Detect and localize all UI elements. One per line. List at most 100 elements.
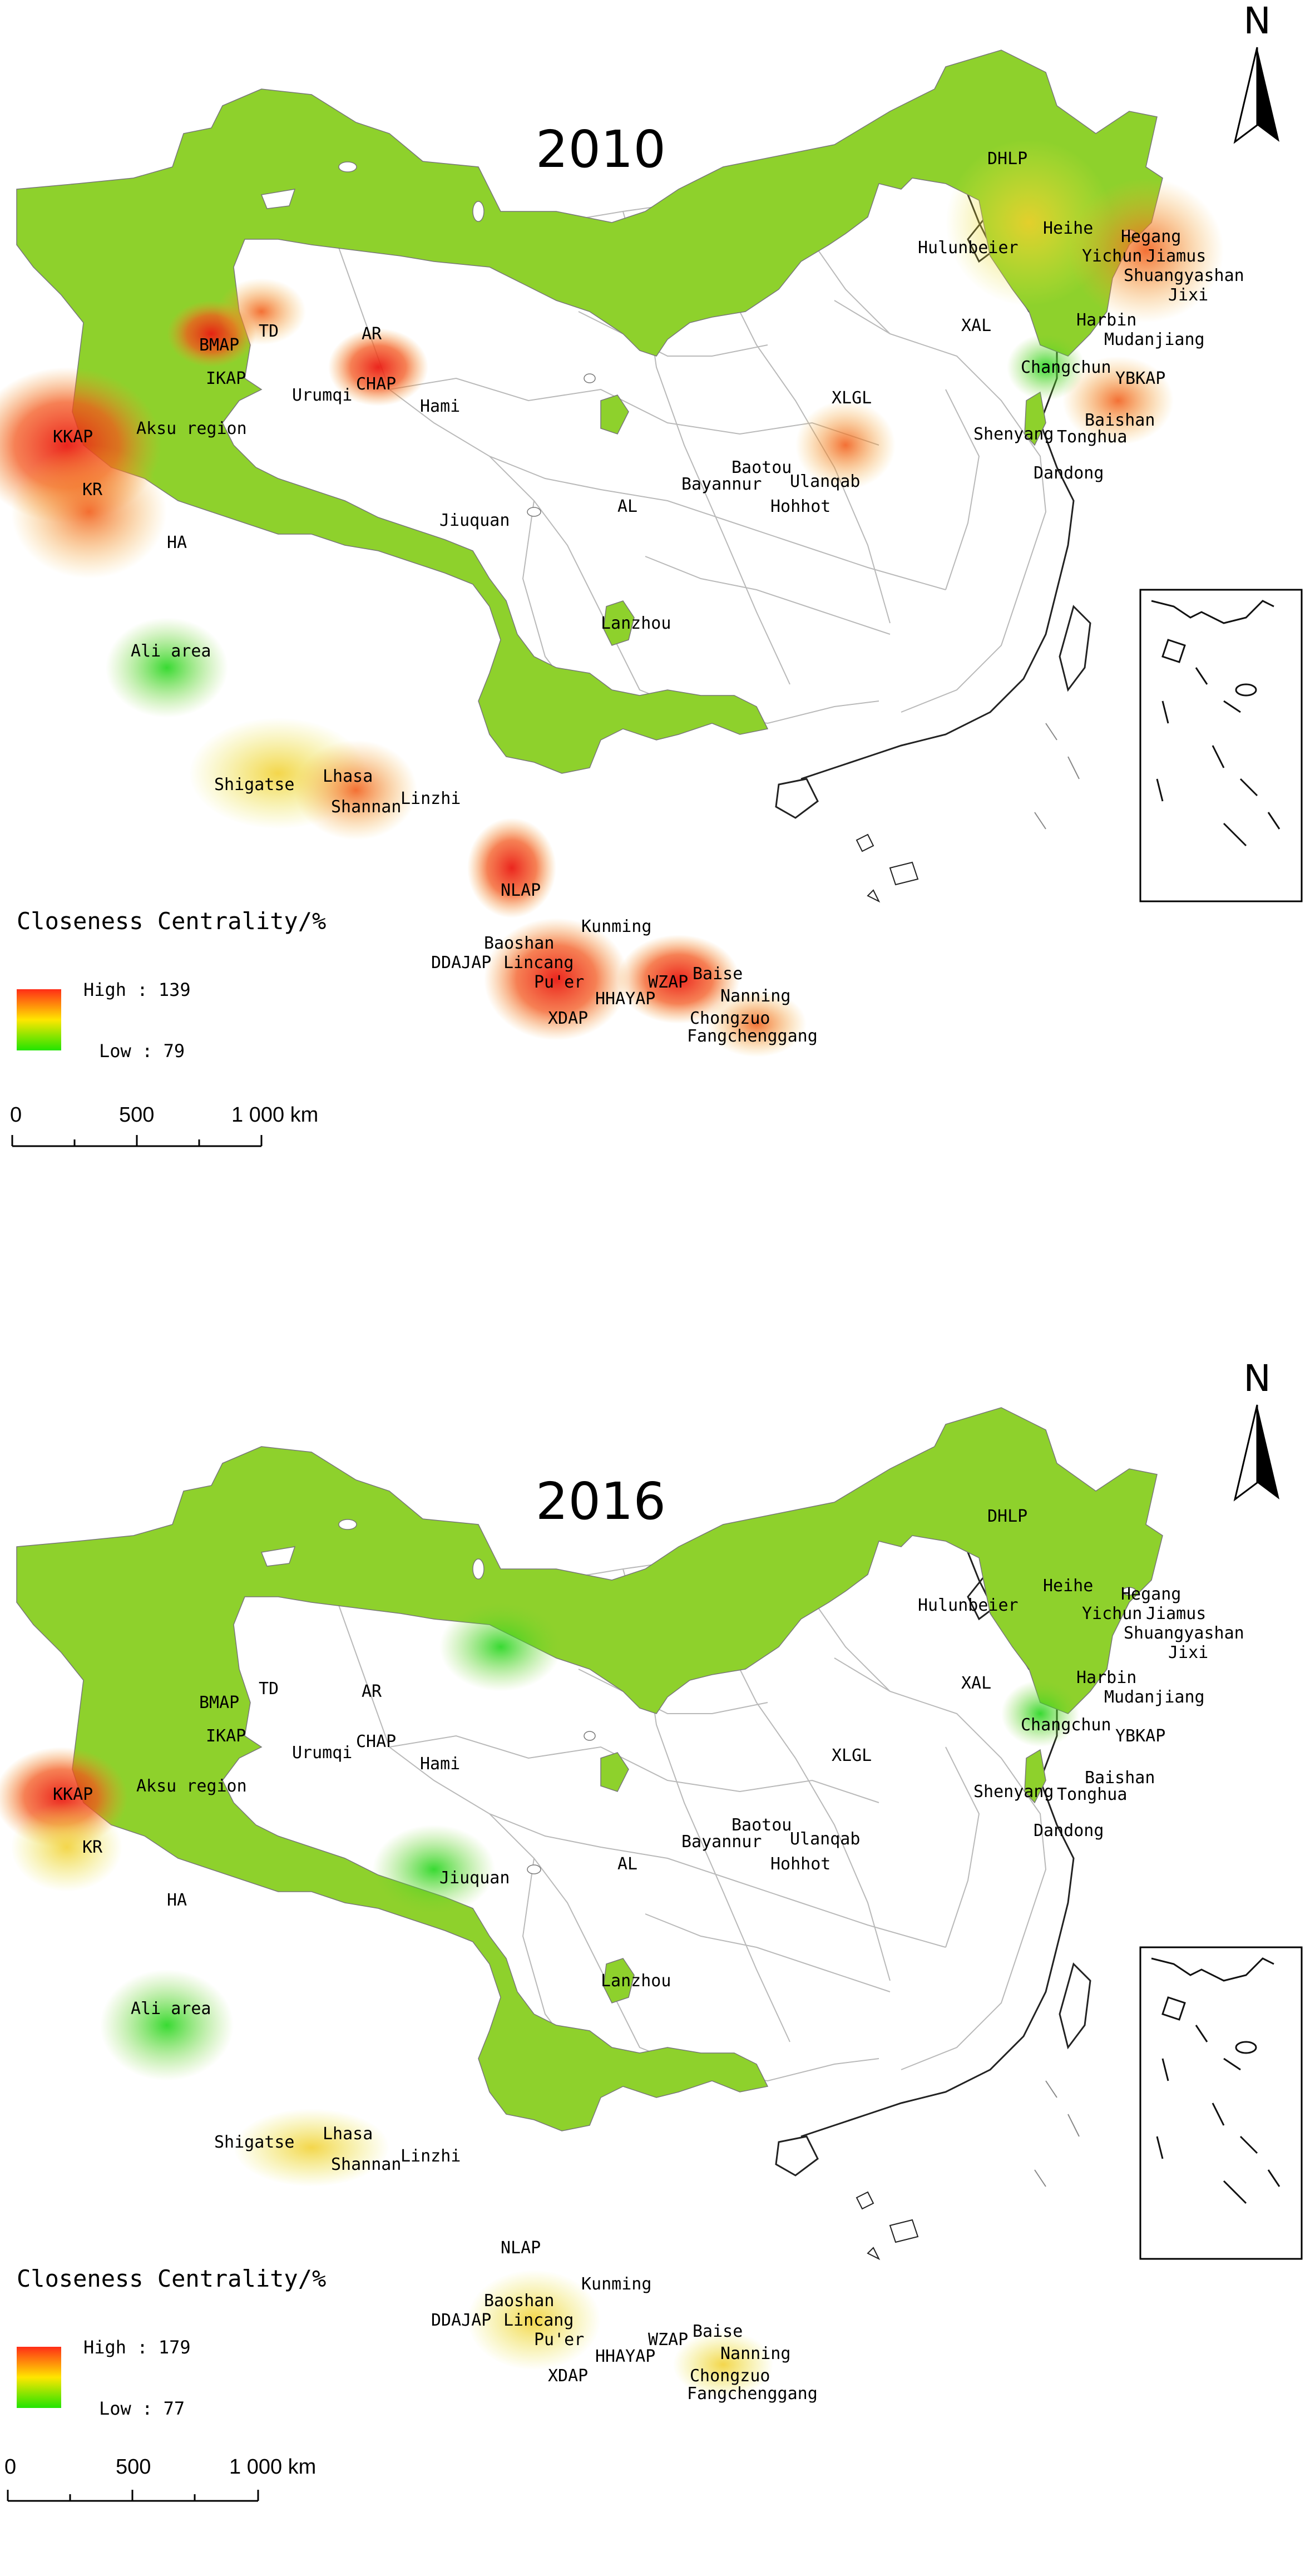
place-label: Ulanqab — [790, 472, 860, 491]
legend-title: Closeness Centrality/% — [17, 2265, 326, 2292]
place-label: CHAP — [356, 374, 396, 394]
place-label: Shigatse — [214, 2133, 295, 2152]
scale-tick-1000: 1 000 km — [229, 2455, 316, 2479]
place-label: XLGL — [832, 388, 872, 408]
place-label: Lanzhou — [601, 1971, 671, 1991]
place-labels: DHLP Heihe Hegang Yichun Jiamus Shuangya… — [53, 1507, 1244, 2404]
place-label: DHLP — [987, 149, 1027, 169]
north-label: N — [1243, 1357, 1270, 1400]
place-label: KKAP — [53, 427, 93, 447]
place-label: DDAJAP — [431, 953, 491, 973]
place-label: Jixi — [1168, 285, 1208, 305]
place-label: Baishan — [1085, 411, 1155, 430]
place-label: BMAP — [199, 1693, 239, 1713]
place-label: IKAP — [206, 369, 246, 388]
legend-high: High : 179 — [83, 2337, 191, 2358]
place-label: Aksu region — [136, 419, 247, 438]
place-label: Harbin — [1076, 310, 1136, 330]
legend-high: High : 139 — [83, 979, 191, 1000]
place-label: Mudanjiang — [1104, 330, 1205, 349]
place-label: Heihe — [1043, 1576, 1093, 1596]
place-label: Jiamus — [1146, 1604, 1206, 1623]
place-label: Jiuquan — [439, 1868, 510, 1888]
place-label: AR — [362, 1682, 382, 1701]
place-labels: DHLP Heihe Hegang Yichun Jiamus Shuangya… — [53, 149, 1244, 1046]
place-label: Pu'er — [534, 973, 584, 992]
place-label: Pu'er — [534, 2330, 584, 2350]
place-label: Yichun — [1082, 1604, 1142, 1623]
place-label: Hulunbeier — [918, 238, 1019, 258]
place-label: Hegang — [1121, 1585, 1181, 1604]
place-label: YBKAP — [1115, 1726, 1165, 1746]
place-label: KR — [82, 1838, 103, 1857]
place-label: HA — [167, 1891, 187, 1910]
legend: Closeness Centrality/% High : 139 Low : … — [17, 907, 326, 1062]
place-label: Urumqi — [292, 386, 352, 405]
north-arrow: N — [1233, 0, 1279, 144]
place-label: Hulunbeier — [918, 1596, 1019, 1615]
place-label: TD — [259, 322, 279, 341]
place-label: Tonghua — [1057, 427, 1127, 447]
place-label: Shannan — [331, 2155, 401, 2174]
place-label: Heihe — [1043, 219, 1093, 238]
place-label: Kunming — [581, 917, 651, 936]
place-label: Harbin — [1076, 1668, 1136, 1687]
place-label: Shigatse — [214, 775, 295, 794]
legend-color-ramp — [17, 2347, 61, 2408]
place-label: Hegang — [1121, 227, 1181, 246]
place-label: Mudanjiang — [1104, 1687, 1205, 1707]
north-arrow: N — [1233, 1357, 1279, 1502]
place-label: Baoshan — [484, 2291, 554, 2311]
place-label: Hohhot — [770, 1854, 830, 1874]
place-label: Lincang — [503, 2311, 574, 2330]
place-label: XLGL — [832, 1746, 872, 1765]
scale-tick-0: 0 — [10, 1103, 22, 1127]
place-label: Jiuquan — [439, 511, 510, 530]
scale-tick-1000: 1 000 km — [231, 1103, 318, 1127]
scale-bar: 0 500 1 000 km — [10, 1103, 318, 1147]
place-label: Bayannur — [681, 1832, 762, 1852]
legend: Closeness Centrality/% High : 179 Low : … — [17, 2265, 326, 2419]
place-label: AL — [617, 497, 637, 516]
place-label: Shannan — [331, 797, 401, 817]
place-label: Nanning — [720, 986, 790, 1006]
legend-low: Low : 79 — [99, 1040, 185, 1062]
map-year-title: 2010 — [536, 120, 666, 179]
place-label: Shuangyashan — [1124, 1623, 1244, 1643]
place-label: Linzhi — [401, 789, 461, 808]
place-label: KKAP — [53, 1785, 93, 1804]
place-label: Fangchenggang — [687, 1027, 818, 1046]
place-label: DDAJAP — [431, 2311, 491, 2330]
place-label: Jiamus — [1146, 246, 1206, 266]
place-label: Baise — [693, 964, 743, 984]
heat-overlay-2016 — [0, 1602, 1079, 2398]
place-label: Jixi — [1168, 1643, 1208, 1662]
place-label: IKAP — [206, 1726, 246, 1746]
place-label: Baotou — [731, 1815, 792, 1835]
place-label: XDAP — [548, 2366, 588, 2386]
place-label: Lhasa — [323, 767, 373, 786]
place-label: Hohhot — [770, 497, 830, 516]
place-label: WZAP — [648, 2330, 688, 2350]
place-label: KR — [82, 480, 103, 500]
place-label: Ulanqab — [790, 1829, 860, 1849]
place-label: Bayannur — [681, 475, 762, 494]
place-label: Dandong — [1034, 1821, 1104, 1840]
place-label: Tonghua — [1057, 1785, 1127, 1804]
place-label: NLAP — [501, 2238, 541, 2258]
legend-title: Closeness Centrality/% — [17, 907, 326, 935]
place-label: Urumqi — [292, 1743, 352, 1763]
place-label: HHAYAP — [595, 2347, 655, 2366]
place-label: Fangchenggang — [687, 2384, 818, 2404]
place-label: Baise — [693, 2322, 743, 2341]
heat-overlay-2010 — [0, 139, 1224, 1057]
place-label: Linzhi — [401, 2146, 461, 2166]
scale-tick-500: 500 — [119, 1103, 154, 1127]
place-label: DHLP — [987, 1507, 1027, 1526]
place-label: NLAP — [501, 881, 541, 900]
place-label: YBKAP — [1115, 369, 1165, 388]
place-label: Ali area — [131, 1999, 211, 2019]
map-year-title: 2016 — [536, 1472, 666, 1531]
place-label: Shuangyashan — [1124, 266, 1244, 285]
